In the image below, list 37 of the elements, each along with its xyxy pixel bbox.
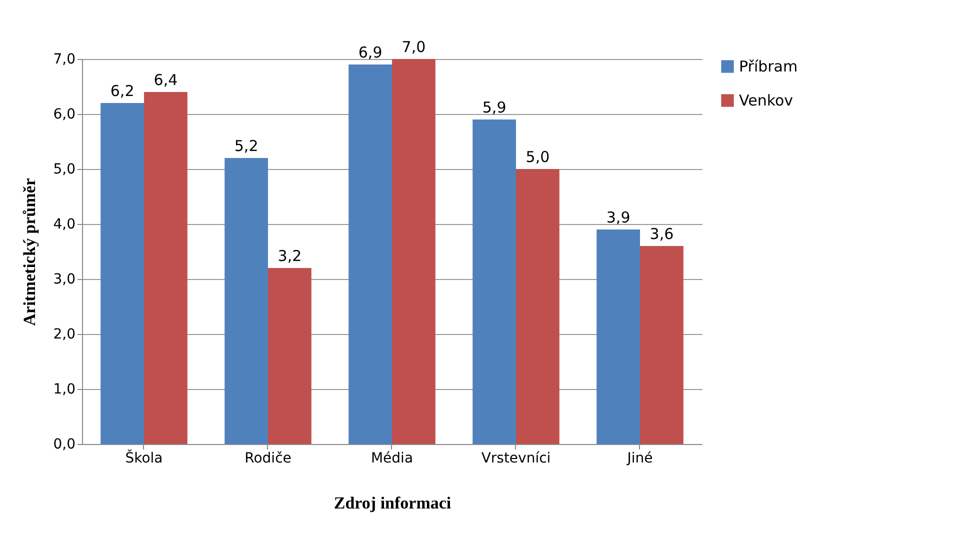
- legend-label: Příbram: [739, 58, 798, 76]
- y-tick-label: 6,0: [53, 106, 76, 122]
- data-label: 7,0: [402, 38, 426, 56]
- x-tick-label: Rodiče: [244, 450, 292, 466]
- bar: [640, 246, 684, 444]
- bar: [144, 92, 188, 444]
- bar: [348, 64, 392, 444]
- x-axis-title: Zdroj informaci: [334, 494, 452, 512]
- bar: [268, 268, 312, 444]
- legend-label: Venkov: [739, 92, 794, 110]
- data-label: 5,2: [234, 137, 258, 155]
- data-label: 3,9: [606, 208, 630, 226]
- data-label: 5,9: [482, 98, 506, 116]
- y-tick-label: 7,0: [53, 52, 76, 68]
- data-label: 6,9: [358, 44, 382, 62]
- bar: [596, 230, 640, 444]
- bar: [472, 120, 516, 444]
- bar: [100, 103, 144, 444]
- y-tick-label: 5,0: [53, 162, 76, 178]
- y-tick-label: 1,0: [53, 382, 76, 398]
- data-label: 3,2: [278, 247, 302, 265]
- bar: [224, 158, 268, 444]
- y-tick-label: 3,0: [53, 272, 76, 288]
- y-axis-title: Aritmetický průměr: [20, 178, 40, 326]
- y-tick-label: 2,0: [53, 326, 76, 342]
- y-tick-label: 4,0: [53, 216, 76, 232]
- x-tick-label: Jiné: [626, 450, 653, 466]
- data-label: 6,2: [110, 82, 134, 100]
- x-tick-label: Média: [370, 450, 414, 466]
- y-tick-label: 0,0: [53, 436, 76, 452]
- x-tick-label: Vrstevníci: [481, 450, 551, 466]
- bar: [392, 59, 436, 444]
- x-tick-label: Škola: [125, 450, 163, 466]
- data-label: 5,0: [526, 148, 550, 166]
- data-label: 6,4: [154, 71, 178, 89]
- bar: [516, 169, 560, 444]
- data-label: 3,6: [650, 225, 674, 243]
